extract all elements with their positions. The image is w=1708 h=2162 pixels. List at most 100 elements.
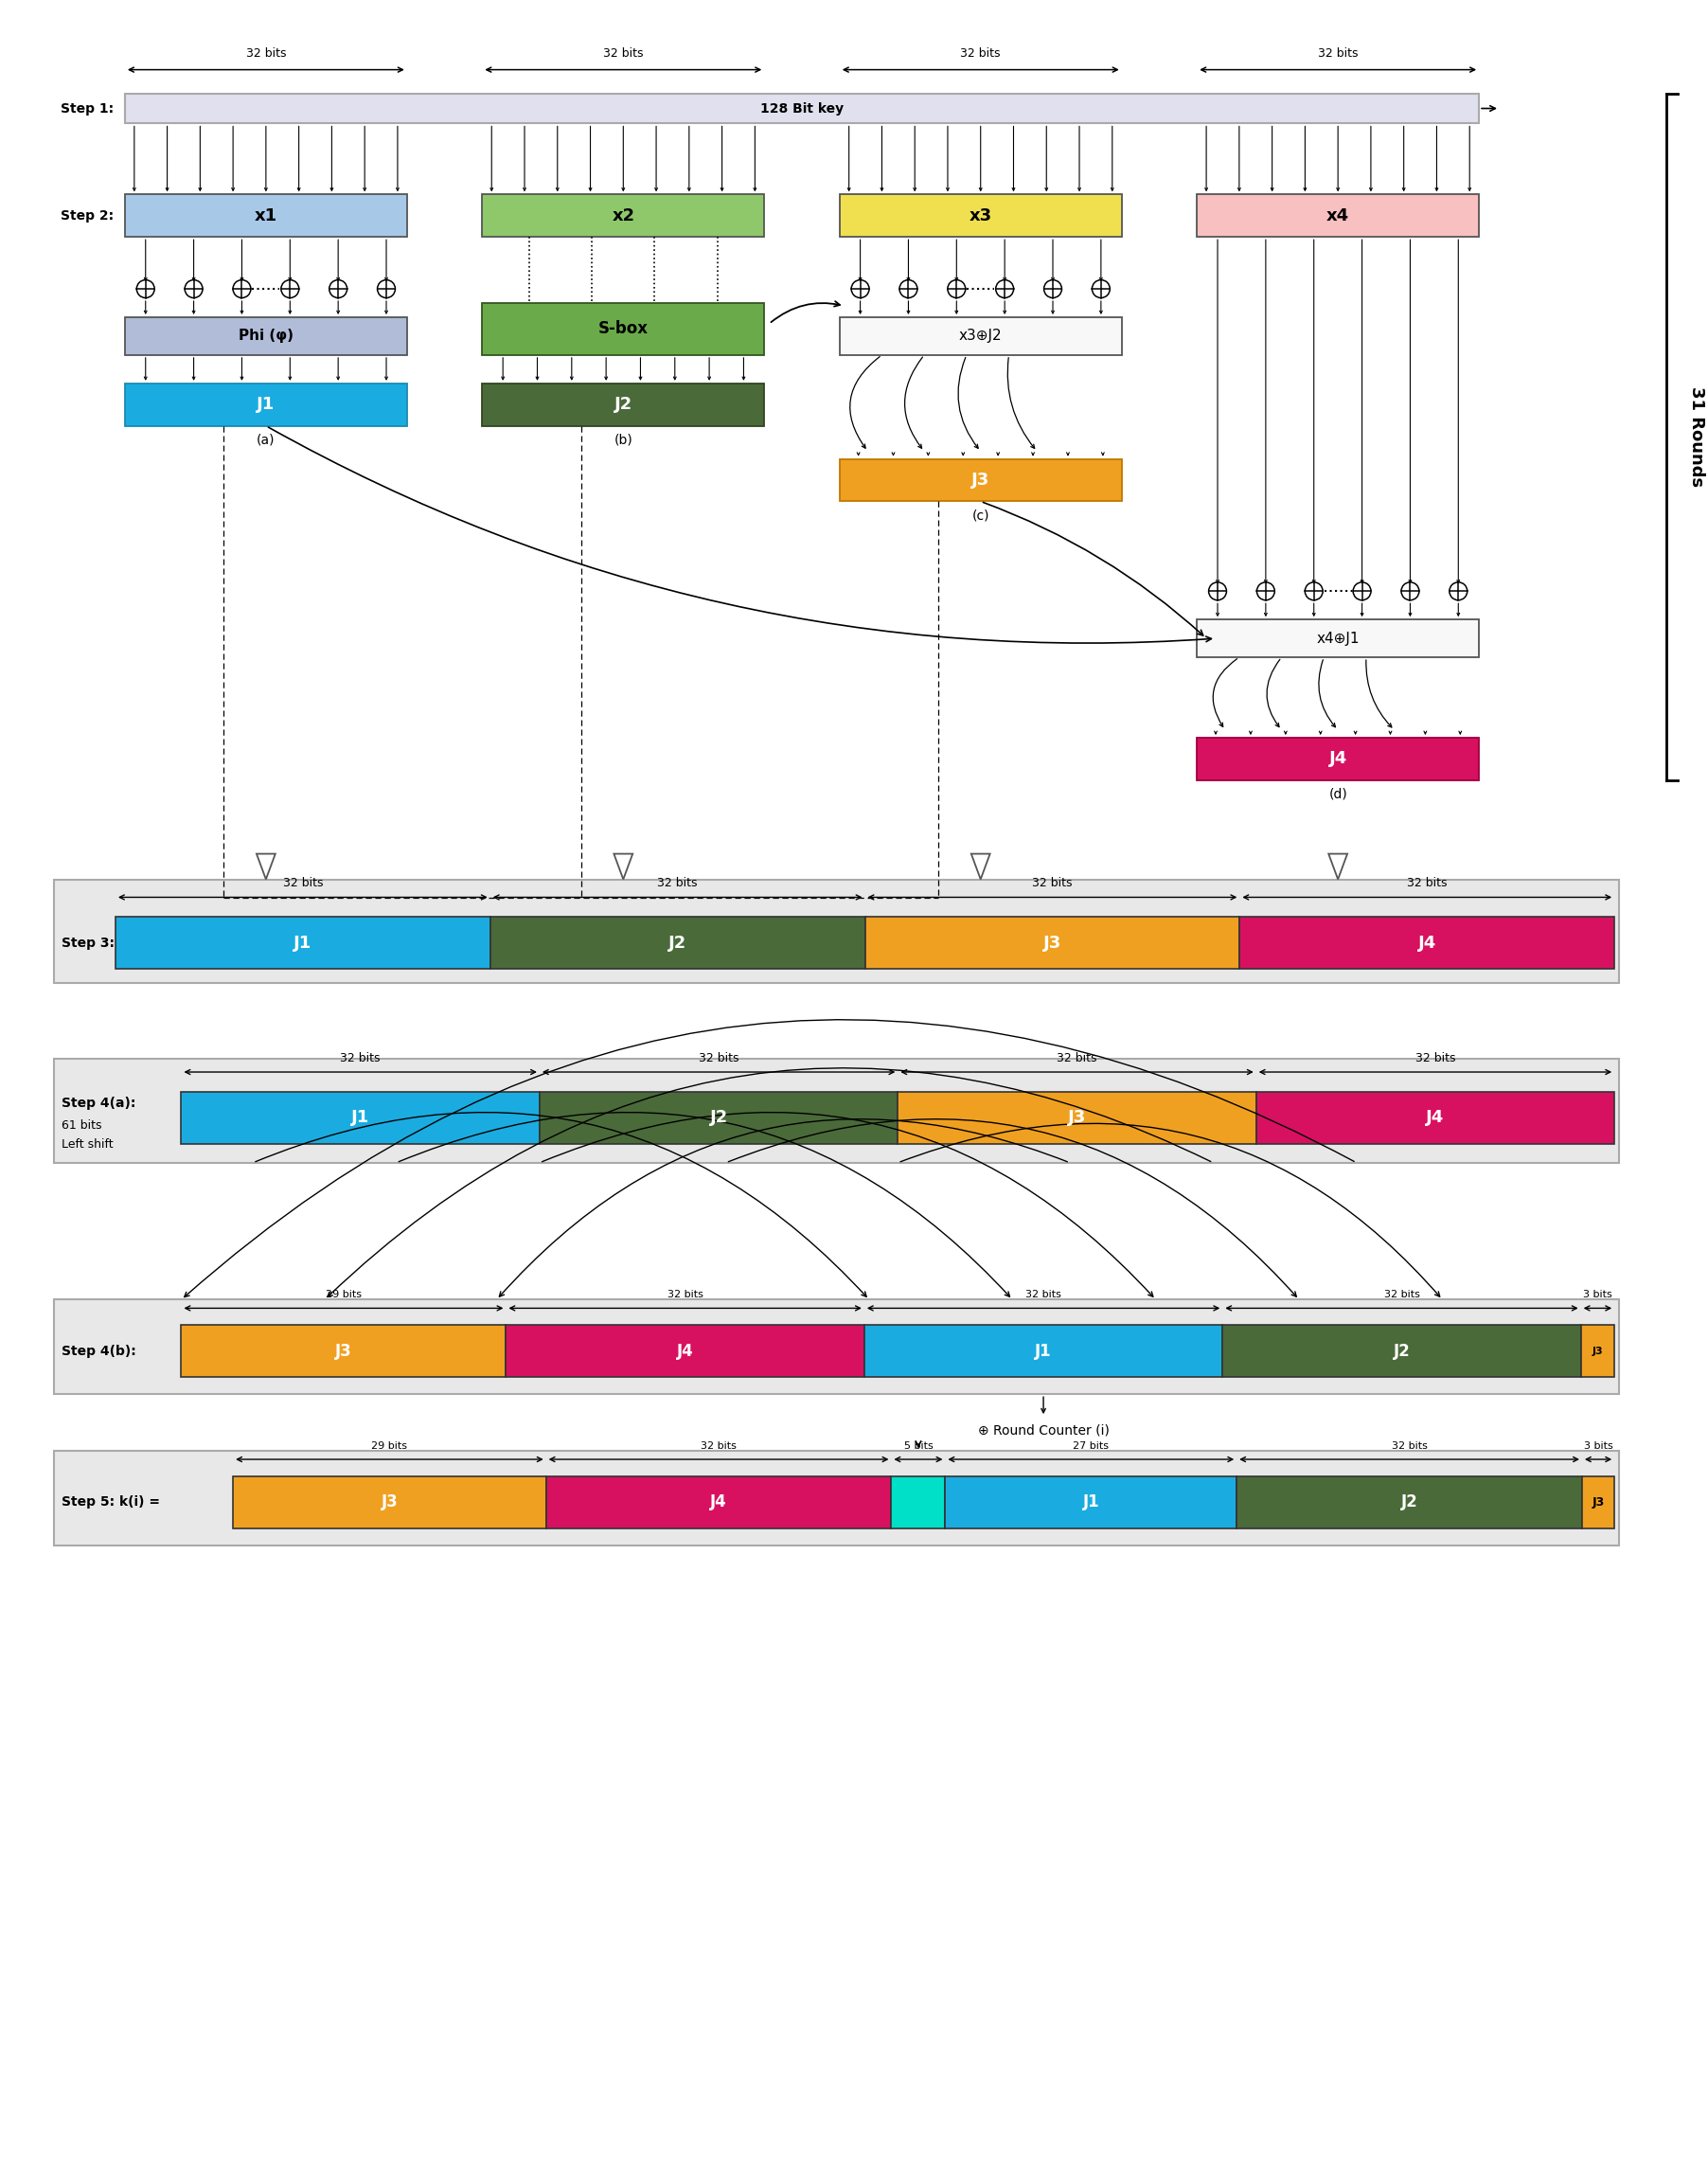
Text: Step 3:: Step 3:: [61, 936, 114, 949]
Bar: [1582, 1325, 1614, 1377]
Text: J3: J3: [1044, 934, 1061, 951]
Text: 32 bits: 32 bits: [960, 48, 1001, 61]
Text: 5 bits: 5 bits: [904, 1442, 933, 1451]
Text: 32 bits: 32 bits: [668, 1291, 704, 1299]
Bar: [540, 1092, 898, 1144]
Bar: [1197, 195, 1479, 238]
Text: J1: J1: [352, 1109, 369, 1126]
Text: x3: x3: [968, 208, 992, 225]
Bar: [232, 1477, 547, 1529]
Bar: [482, 303, 763, 355]
Bar: [892, 1477, 945, 1529]
Polygon shape: [972, 854, 991, 880]
Bar: [116, 917, 490, 969]
Polygon shape: [1329, 854, 1348, 880]
Text: 32 bits: 32 bits: [1032, 878, 1073, 889]
Text: J2: J2: [668, 934, 687, 951]
Bar: [840, 318, 1122, 355]
Bar: [1255, 1092, 1614, 1144]
Polygon shape: [613, 854, 632, 880]
Text: Step 4(a):: Step 4(a):: [61, 1096, 137, 1111]
Text: 32 bits: 32 bits: [1319, 48, 1358, 61]
Bar: [181, 1092, 540, 1144]
Bar: [1197, 620, 1479, 657]
Bar: [864, 917, 1240, 969]
Text: 128 Bit key: 128 Bit key: [760, 102, 844, 115]
Bar: [1223, 1325, 1582, 1377]
Bar: [490, 917, 864, 969]
Text: J3: J3: [972, 471, 989, 489]
Text: 32 bits: 32 bits: [1407, 878, 1447, 889]
Text: x4⊕J1: x4⊕J1: [1317, 631, 1360, 646]
Text: J4: J4: [711, 1494, 728, 1511]
Text: J1: J1: [294, 934, 313, 951]
Text: 3 bits: 3 bits: [1583, 1442, 1612, 1451]
Text: J2: J2: [709, 1109, 728, 1126]
Polygon shape: [256, 854, 275, 880]
Text: J3: J3: [1592, 1496, 1604, 1509]
Text: x2: x2: [611, 208, 635, 225]
Bar: [1582, 1477, 1614, 1529]
Text: 32 bits: 32 bits: [700, 1442, 736, 1451]
Bar: [547, 1477, 892, 1529]
Bar: [482, 195, 763, 238]
Bar: [55, 1059, 1619, 1163]
Text: Left shift: Left shift: [61, 1137, 114, 1150]
Bar: [482, 383, 763, 426]
Text: 32 bits: 32 bits: [284, 878, 323, 889]
Bar: [55, 1451, 1619, 1546]
Text: Step 2:: Step 2:: [60, 210, 114, 223]
Bar: [55, 880, 1619, 984]
Text: Step 1:: Step 1:: [60, 102, 114, 115]
Bar: [125, 318, 407, 355]
Bar: [945, 1477, 1237, 1529]
Text: Step 5: k(i) =: Step 5: k(i) =: [61, 1496, 161, 1509]
Text: 32 bits: 32 bits: [1025, 1291, 1061, 1299]
Text: J4: J4: [1418, 934, 1436, 951]
Bar: [506, 1325, 864, 1377]
Text: S-box: S-box: [598, 320, 649, 337]
Bar: [125, 93, 1479, 123]
Text: J3: J3: [1068, 1109, 1086, 1126]
Text: J3: J3: [381, 1494, 398, 1511]
Text: 32 bits: 32 bits: [603, 48, 644, 61]
Text: 61 bits: 61 bits: [61, 1120, 102, 1131]
Bar: [125, 195, 407, 238]
Bar: [125, 383, 407, 426]
Text: J3: J3: [335, 1343, 352, 1360]
Text: J1: J1: [1083, 1494, 1100, 1511]
Bar: [1197, 737, 1479, 780]
Text: 32 bits: 32 bits: [699, 1051, 740, 1064]
Bar: [55, 1299, 1619, 1394]
Bar: [840, 458, 1122, 502]
Text: J3: J3: [1592, 1347, 1604, 1356]
Text: 32 bits: 32 bits: [340, 1051, 381, 1064]
Bar: [864, 1325, 1223, 1377]
Text: 29 bits: 29 bits: [326, 1291, 362, 1299]
Text: J2: J2: [1394, 1343, 1411, 1360]
Text: 32 bits: 32 bits: [1057, 1051, 1097, 1064]
Text: J4: J4: [1329, 750, 1348, 768]
Text: 27 bits: 27 bits: [1073, 1442, 1108, 1451]
Text: 32 bits: 32 bits: [1392, 1442, 1428, 1451]
Text: x4: x4: [1327, 208, 1349, 225]
Text: 29 bits: 29 bits: [372, 1442, 408, 1451]
Text: J4: J4: [1426, 1109, 1445, 1126]
Text: J2: J2: [615, 396, 632, 413]
Text: Step 4(b):: Step 4(b):: [61, 1345, 137, 1358]
Text: J2: J2: [1401, 1494, 1418, 1511]
Text: x3⊕J2: x3⊕J2: [958, 329, 1003, 344]
Text: 31 Rounds: 31 Rounds: [1688, 387, 1705, 486]
Text: 32 bits: 32 bits: [246, 48, 285, 61]
Text: J1: J1: [1035, 1343, 1052, 1360]
Text: J4: J4: [676, 1343, 693, 1360]
Bar: [840, 195, 1122, 238]
Text: 32 bits: 32 bits: [658, 878, 697, 889]
Bar: [1240, 917, 1614, 969]
Text: 32 bits: 32 bits: [1416, 1051, 1455, 1064]
Text: (c): (c): [972, 508, 989, 523]
Text: ⊕ Round Counter (i): ⊕ Round Counter (i): [977, 1423, 1108, 1438]
Text: 3 bits: 3 bits: [1583, 1291, 1612, 1299]
Text: x1: x1: [254, 208, 277, 225]
Text: Phi (φ): Phi (φ): [239, 329, 294, 344]
